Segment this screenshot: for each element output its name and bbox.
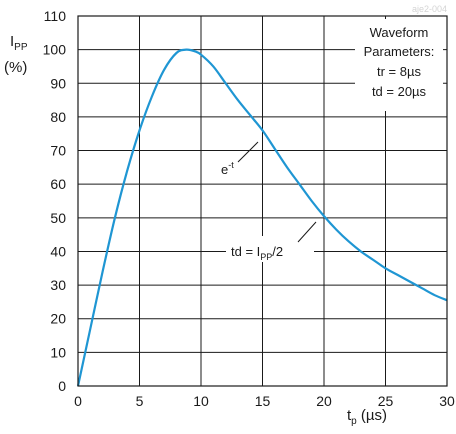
annotation-exp: e-t	[216, 141, 259, 177]
annotation-td-label: td = IPP/2	[231, 244, 283, 262]
watermark: aje2-004	[412, 4, 447, 14]
legend-title-line-2: Parameters:	[364, 44, 435, 59]
legend-param-td: td = 20µs	[372, 84, 427, 99]
y-tick-label-6: 60	[50, 176, 66, 192]
annotation-exp-label: e-t	[221, 160, 234, 177]
plot-frame	[77, 15, 448, 387]
tick-labels: 0 5 10 15 20 25 30 0 10 20 30 40 50 60 70 80 90 100 110	[43, 8, 455, 409]
legend-param-tr: tr = 8µs	[377, 64, 421, 79]
y-tick-label-1: 10	[50, 344, 66, 360]
annotation-td-sub: PP	[260, 252, 272, 262]
y-tick-label-2: 20	[50, 311, 66, 327]
annotation-td-text: td = I	[231, 244, 260, 259]
annotation-exp-leader	[237, 141, 259, 163]
annotation-td: td = IPP/2	[226, 221, 317, 262]
y-tick-label-5: 50	[50, 210, 66, 226]
legend-background	[355, 19, 443, 111]
y-tick-label-3: 30	[50, 277, 66, 293]
y-tick-label-11: 110	[44, 8, 67, 24]
y-tick-label-0: 0	[58, 378, 66, 394]
y-tick-label-9: 90	[50, 75, 66, 91]
y-tick-label-7: 70	[50, 143, 66, 159]
annotation-exp-sup: -t	[228, 160, 234, 170]
x-tick-label-5: 25	[378, 393, 394, 409]
y-tick-label-10: 100	[43, 42, 67, 58]
x-axis-label-sub: p	[351, 416, 357, 427]
series-curve	[76, 48, 448, 387]
annotation-exp-base: e	[221, 162, 228, 177]
x-axis-label-main: t	[347, 407, 352, 424]
annotation-td-leader	[297, 221, 317, 243]
y-axis-label-main: I	[10, 33, 14, 50]
x-tick-label-4: 20	[316, 393, 332, 409]
y-tick-label-4: 40	[50, 243, 66, 259]
y-axis-label-sub: PP	[14, 42, 28, 53]
x-tick-label-3: 15	[255, 393, 271, 409]
x-axis-label: tp (µs)	[347, 407, 387, 427]
x-tick-label-2: 10	[193, 393, 209, 409]
x-tick-label-1: 5	[136, 393, 144, 409]
y-tick-label-8: 80	[50, 109, 66, 125]
x-axis-label-unit: (µs)	[357, 407, 387, 424]
annotation-td-tail: /2	[272, 244, 283, 259]
x-tick-label-0: 0	[74, 393, 82, 409]
annotation-exp-bg	[216, 155, 244, 177]
legend: Waveform Parameters: tr = 8µs td = 20µs	[355, 19, 443, 111]
x-tick-label-6: 30	[439, 393, 455, 409]
y-axis-label: IPP	[10, 33, 28, 53]
y-axis-unit: (%)	[4, 59, 27, 76]
legend-title-line-1: Waveform	[370, 25, 429, 40]
